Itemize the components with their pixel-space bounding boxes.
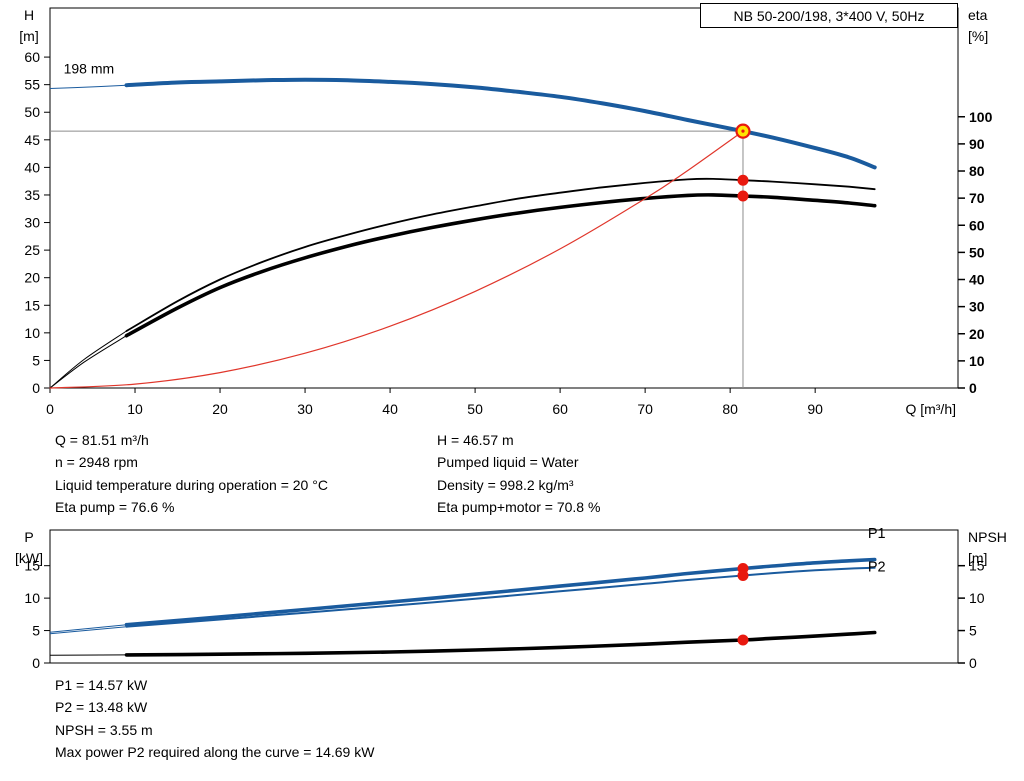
p1-curve-lead xyxy=(49,624,127,633)
series-label-p2: P2 xyxy=(868,559,886,575)
left-axis-tick-label: 0 xyxy=(32,380,40,396)
p2-curve-lead xyxy=(49,626,127,635)
info-p1: P1 = 14.57 kW xyxy=(55,677,148,693)
eta-pump-point xyxy=(737,174,749,186)
left-axis-tick-label: 15 xyxy=(24,558,40,574)
right-axis-title: eta xyxy=(968,7,988,23)
left-axis-tick-label: 45 xyxy=(24,132,40,148)
right-axis-tick-label: 80 xyxy=(969,163,985,179)
x-axis-tick-label: 20 xyxy=(212,401,228,417)
npsh-point xyxy=(737,634,749,646)
hq-eta-chart: 0 10 20 30 40 50 60 70 80 90 0 5 10 15 20 25 30 35 40 45 50 5… xyxy=(19,7,992,417)
left-axis-title: [kW] xyxy=(15,550,43,566)
left-axis-title: H xyxy=(24,7,34,23)
eta-pump-motor-curve xyxy=(124,193,877,338)
right-axis-tick-label: 50 xyxy=(969,244,985,260)
right-axis-tick-label: 100 xyxy=(969,109,993,125)
h-curve-198mm-lead xyxy=(49,84,127,89)
left-axis-tick-label: 40 xyxy=(24,159,40,175)
info-pumped-liquid: Pumped liquid = Water xyxy=(437,454,579,471)
pump-title-box: NB 50-200/198, 3*400 V, 50Hz xyxy=(700,3,958,28)
x-axis-tick-label: 60 xyxy=(552,401,568,417)
p2-point xyxy=(737,570,749,582)
right-axis-tick-label: 40 xyxy=(969,272,985,288)
curve-size-label: 198 mm xyxy=(64,61,115,77)
info-eta-pump-motor: Eta pump+motor = 70.8 % xyxy=(437,499,601,516)
series-label-p1: P1 xyxy=(868,526,886,542)
right-axis-tick-label: 0 xyxy=(969,655,977,671)
right-axis-title: [%] xyxy=(968,28,988,44)
right-axis-tick-label: 90 xyxy=(969,136,985,152)
hq-eta-chart-frame xyxy=(49,7,959,389)
right-axis-tick-label: 5 xyxy=(969,623,977,639)
x-axis-tick-label: 90 xyxy=(807,401,823,417)
x-axis-tick-label: 10 xyxy=(127,401,143,417)
left-axis-tick-label: 0 xyxy=(32,655,40,671)
left-axis-tick-label: 25 xyxy=(24,242,40,258)
h-curve-198mm xyxy=(124,77,877,170)
right-axis-tick-label: 30 xyxy=(969,299,985,315)
info-eta-pump: Eta pump = 76.6 % xyxy=(55,499,175,516)
left-axis-tick-label: 60 xyxy=(24,49,40,65)
x-axis-tick-label: 80 xyxy=(722,401,738,417)
left-axis-title: P xyxy=(24,529,33,545)
x-axis-tick-label: 0 xyxy=(46,401,54,417)
p2-curve xyxy=(125,566,876,628)
x-axis-tick-label: 70 xyxy=(637,401,653,417)
left-axis-tick-label: 5 xyxy=(32,352,40,368)
duty-data-block: Q = 81.51 m³/h n = 2948 rpm Liquid tempe… xyxy=(55,429,600,519)
info-density: Density = 998.2 kg/m³ xyxy=(437,476,574,493)
power-npsh-chart: 0 5 10 15 0 5 10 15 P [kW] NPSH [m] P1 P2 xyxy=(15,526,1007,671)
right-axis-tick-label: 10 xyxy=(969,353,985,369)
left-axis-tick-label: 5 xyxy=(32,623,40,639)
x-axis-tick-label: 40 xyxy=(382,401,398,417)
left-axis-tick-label: 10 xyxy=(24,325,40,341)
right-axis-tick-label: 20 xyxy=(969,326,985,342)
x-axis-tick-label: 50 xyxy=(467,401,483,417)
x-axis-title: Q [m³/h] xyxy=(905,401,956,417)
right-axis-tick-label: 70 xyxy=(969,190,985,206)
left-axis-tick-label: 35 xyxy=(24,187,40,203)
right-axis-title: [m] xyxy=(968,550,987,566)
right-axis-title: NPSH xyxy=(968,529,1007,545)
left-axis-tick-label: 10 xyxy=(24,590,40,606)
left-axis-tick-label: 20 xyxy=(24,270,40,286)
eta-pump-motor-point xyxy=(737,190,749,202)
operating-curve xyxy=(49,130,744,389)
duty-data-right-column: H = 46.57 m Pumped liquid = Water Densit… xyxy=(437,429,600,519)
eta-pump-motor-curve-lead xyxy=(49,335,127,389)
npsh-curve xyxy=(124,630,877,657)
info-npsh: NPSH = 3.55 m xyxy=(55,721,153,738)
right-axis-tick-label: 0 xyxy=(969,380,977,396)
left-axis-tick-label: 55 xyxy=(24,77,40,93)
info-speed: n = 2948 rpm xyxy=(55,454,138,471)
info-liquid-temperature: Liquid temperature during operation = 20… xyxy=(55,476,328,493)
power-npsh-chart-frame xyxy=(49,529,959,664)
eta-pump-curve xyxy=(125,177,876,332)
left-axis-tick-label: 50 xyxy=(24,104,40,120)
left-axis-tick-label: 15 xyxy=(24,297,40,313)
info-max-power-p2: Max power P2 required along the curve = … xyxy=(55,744,375,761)
duty-point-center xyxy=(741,129,745,133)
left-axis-tick-label: 30 xyxy=(24,215,40,231)
info-p2: P2 = 13.48 kW xyxy=(55,699,148,716)
info-flow: Q = 81.51 m³/h xyxy=(55,432,149,448)
right-axis-tick-label: 60 xyxy=(969,217,985,233)
info-head: H = 46.57 m xyxy=(437,432,514,448)
left-axis-title: [m] xyxy=(19,28,38,44)
right-axis-tick-label: 10 xyxy=(969,590,985,606)
x-axis-tick-label: 30 xyxy=(297,401,313,417)
duty-data-left-column: Q = 81.51 m³/h n = 2948 rpm Liquid tempe… xyxy=(55,429,437,519)
power-data-block: P1 = 14.57 kW P2 = 13.48 kW NPSH = 3.55 … xyxy=(55,674,374,764)
p1-curve xyxy=(124,557,877,627)
right-axis-tick-label: 15 xyxy=(969,558,985,574)
